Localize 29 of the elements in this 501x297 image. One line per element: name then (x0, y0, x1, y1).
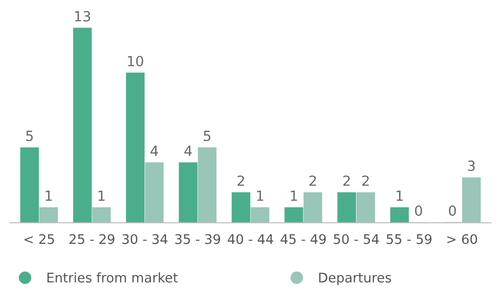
data-label: 2 (309, 175, 316, 186)
x-tick-label: > 60 (447, 234, 478, 244)
data-label: 13 (75, 10, 90, 22)
data-label: 2 (362, 175, 369, 186)
data-label: 5 (204, 130, 210, 142)
data-label: 5 (26, 130, 33, 142)
x-tick-label: < 25 (24, 234, 54, 244)
data-label: 1 (396, 190, 403, 201)
legend-label: Entries from market (47, 272, 178, 283)
data-label: 2 (343, 175, 350, 186)
x-tick-label: 50 - 54 (334, 234, 379, 244)
data-label: 1 (46, 190, 52, 201)
x-tick-label: 25 - 29 (70, 234, 114, 244)
x-tick-label: 35 - 39 (175, 234, 220, 244)
data-label: 0 (448, 205, 456, 216)
data-label: 1 (257, 190, 264, 201)
data-label: 10 (128, 56, 144, 66)
data-label: 1 (98, 190, 105, 201)
data-label: 4 (184, 146, 192, 156)
data-label: 3 (468, 160, 475, 172)
x-tick-label: 40 - 44 (228, 234, 274, 244)
data-label: 4 (150, 146, 158, 156)
legend-label: Departures (319, 272, 392, 286)
x-tick-label: 30 - 34 (122, 234, 168, 244)
x-tick-label: 55 - 59 (386, 234, 432, 244)
x-tick-label: 45 - 49 (280, 234, 326, 244)
data-label: 1 (290, 190, 297, 201)
data-label: 0 (415, 205, 422, 216)
data-label: 2 (238, 175, 244, 186)
